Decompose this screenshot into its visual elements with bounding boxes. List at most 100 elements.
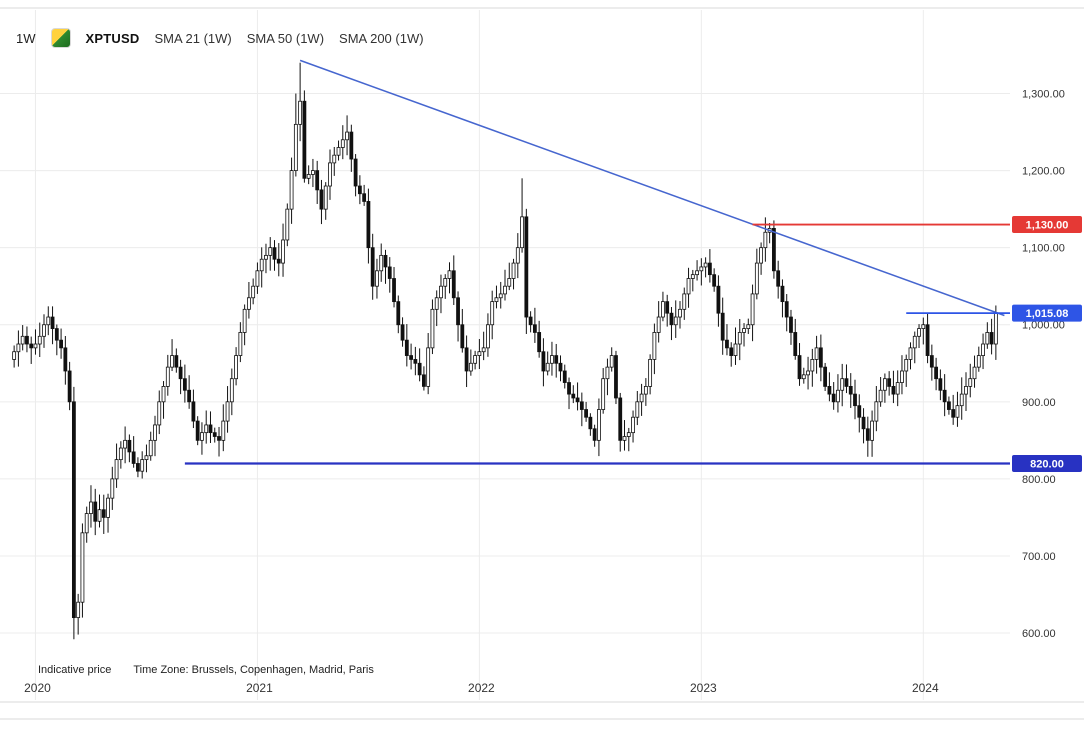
- candle-body: [673, 316, 678, 326]
- candle-body: [507, 278, 512, 287]
- candle-body: [609, 355, 614, 368]
- candle-body: [59, 339, 63, 349]
- candle-body: [234, 355, 238, 380]
- candle-body: [101, 509, 106, 518]
- candle-body: [874, 401, 879, 422]
- y-axis-label: 1,100.00: [1022, 243, 1065, 255]
- candle-body: [588, 416, 593, 430]
- candle-body: [882, 378, 887, 391]
- candle-body: [848, 386, 853, 395]
- candle-body: [298, 100, 303, 125]
- candle-body: [71, 401, 76, 619]
- candle-body: [934, 366, 939, 380]
- candle-body: [157, 401, 162, 426]
- candle-body: [853, 393, 857, 407]
- candle-body: [669, 312, 674, 326]
- descending-trendline[interactable]: [299, 59, 1005, 317]
- candle-body: [575, 397, 580, 403]
- symbol-name[interactable]: XPTUSD: [85, 30, 140, 46]
- candle-body: [925, 324, 930, 356]
- indicator-sma200[interactable]: SMA 200 (1W): [339, 30, 424, 46]
- candle-body: [993, 312, 998, 345]
- candle-body: [601, 378, 606, 410]
- candle-body: [285, 208, 290, 241]
- candle-body: [686, 278, 691, 295]
- candle-body: [396, 301, 401, 326]
- candle-body: [742, 328, 746, 333]
- candle-body: [161, 386, 166, 403]
- candle-body: [281, 239, 285, 264]
- candle-body: [951, 409, 956, 418]
- candle-body: [276, 258, 281, 264]
- candle-body: [187, 389, 192, 403]
- candle-body: [481, 347, 486, 353]
- candle-body: [857, 405, 862, 418]
- candle-body: [904, 359, 909, 372]
- candle-body: [789, 316, 793, 333]
- candle-body: [349, 131, 354, 160]
- candle-body: [968, 378, 973, 387]
- candle-body: [67, 370, 72, 403]
- candle-body: [972, 366, 977, 380]
- candle-body: [255, 270, 260, 287]
- drawings: [184, 59, 1010, 465]
- candle-body: [148, 439, 153, 457]
- candle-body: [712, 274, 717, 287]
- candle-body: [703, 262, 708, 268]
- y-axis-label: 900.00: [1022, 397, 1056, 409]
- candle-body: [84, 513, 89, 534]
- candle-body: [323, 185, 328, 210]
- candle-body: [656, 316, 661, 333]
- timeframe-selector[interactable]: 1W: [16, 30, 36, 46]
- candle-body: [861, 416, 866, 430]
- candle-body: [554, 355, 559, 364]
- candle-body: [818, 347, 823, 368]
- candle-body: [468, 362, 473, 372]
- candle-body: [217, 436, 221, 441]
- candle-body: [400, 324, 405, 341]
- indicator-sma21[interactable]: SMA 21 (1W): [154, 30, 232, 46]
- candle-body: [272, 247, 277, 260]
- candle-body: [379, 254, 384, 272]
- indicator-sma50[interactable]: SMA 50 (1W): [246, 30, 325, 46]
- candle-body: [665, 301, 670, 314]
- candle-body: [238, 332, 243, 356]
- candle-body: [89, 501, 93, 514]
- candle-body: [806, 370, 810, 376]
- candle-body: [520, 216, 524, 249]
- candle-body: [631, 416, 635, 434]
- candle-body: [439, 285, 443, 299]
- candle-body: [353, 158, 358, 187]
- candle-body: [571, 393, 576, 399]
- y-axis-label: 1,300.00: [1022, 89, 1065, 101]
- candle-body: [110, 478, 115, 499]
- candle-body: [268, 247, 273, 256]
- candle-body: [387, 266, 392, 279]
- y-axis-label: 600.00: [1022, 628, 1056, 640]
- candle-body: [417, 362, 422, 376]
- candle-body: [801, 374, 806, 380]
- candle-body: [823, 366, 828, 387]
- candle-body: [699, 266, 704, 272]
- candle-body: [127, 439, 132, 453]
- candle-body: [503, 285, 507, 295]
- instrument-logo-icon: [50, 28, 71, 48]
- candle-body: [208, 424, 213, 434]
- candle-body: [870, 420, 874, 441]
- timezone-label[interactable]: Time Zone: Brussels, Copenhagen, Madrid,…: [133, 664, 374, 676]
- candle-body: [537, 332, 542, 353]
- candle-body: [370, 247, 375, 287]
- candle-body: [567, 382, 571, 395]
- support-price-badge: [1012, 454, 1082, 472]
- candle-body: [797, 355, 802, 380]
- candle-body: [942, 389, 947, 403]
- candle-body: [831, 393, 836, 403]
- candle-body: [515, 247, 520, 264]
- candle-body: [229, 378, 234, 403]
- candle-body: [204, 424, 209, 434]
- candle-body: [366, 201, 371, 249]
- candle-body: [912, 335, 917, 349]
- candle-body: [404, 339, 409, 356]
